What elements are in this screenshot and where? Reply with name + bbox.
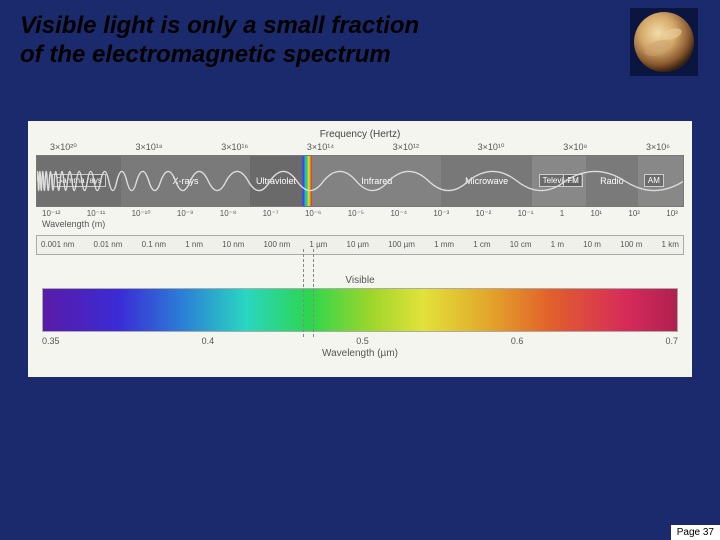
freq-tick: 3×10²⁰ — [50, 142, 77, 153]
wavelength-unit-scale: 0.001 nm 0.01 nm 0.1 nm 1 nm 10 nm 100 n… — [36, 235, 684, 255]
freq-tick: 3×10¹² — [393, 142, 419, 153]
wl-tick: 10⁻¹¹ — [87, 209, 105, 218]
wl-tick: 10⁻⁴ — [390, 209, 407, 218]
wl-tick: 10⁻⁸ — [220, 209, 237, 218]
frequency-axis-label: Frequency (Hertz) — [36, 129, 684, 140]
title-line-2: of the electromagnetic spectrum — [20, 41, 391, 68]
visible-spectrum-bar — [42, 288, 678, 332]
vis-tick: 0.4 — [202, 336, 215, 346]
spectrum-band: Gamma rays X-rays Ultraviolet Infrared M… — [36, 155, 684, 207]
freq-tick: 3×10¹⁰ — [478, 142, 505, 153]
wlu-tick: 10 µm — [347, 240, 369, 249]
wlu-tick: 1 nm — [185, 240, 203, 249]
vis-tick: 0.6 — [511, 336, 524, 346]
vis-tick: 0.7 — [665, 336, 678, 346]
slide-title: Visible light is only a small fraction o… — [20, 12, 520, 70]
wl-tick: 10⁻¹ — [518, 209, 534, 218]
freq-tick: 3×10⁶ — [646, 142, 670, 153]
planet-icon — [630, 8, 698, 76]
wlu-tick: 10 nm — [222, 240, 244, 249]
wlu-tick: 0.001 nm — [41, 240, 74, 249]
page-number: Page 37 — [671, 525, 720, 540]
wl-tick: 10⁻⁶ — [305, 209, 321, 218]
projection-line-right — [313, 249, 314, 337]
visible-label: Visible — [36, 275, 684, 286]
wl-tick: 10⁻¹⁰ — [132, 209, 151, 218]
visible-axis-label: Wavelength (µm) — [36, 348, 684, 359]
wlu-tick: 1 mm — [434, 240, 454, 249]
wl-tick: 10⁻² — [475, 209, 491, 218]
wlu-tick: 10 cm — [510, 240, 532, 249]
em-spectrum-diagram: Frequency (Hertz) 3×10²⁰ 3×10¹⁸ 3×10¹⁶ 3… — [28, 121, 692, 377]
wave-overlay-icon — [37, 156, 683, 206]
vis-tick: 0.35 — [42, 336, 60, 346]
freq-tick: 3×10¹⁸ — [136, 142, 163, 153]
wl-tick: 10¹ — [591, 209, 603, 218]
wlu-tick: 0.1 nm — [142, 240, 166, 249]
wl-tick: 10² — [628, 209, 640, 218]
visible-ticks: 0.35 0.4 0.5 0.6 0.7 — [42, 336, 678, 346]
frequency-ticks: 3×10²⁰ 3×10¹⁸ 3×10¹⁶ 3×10¹⁴ 3×10¹² 3×10¹… — [36, 142, 684, 153]
slide-header: Visible light is only a small fraction o… — [0, 0, 720, 87]
wlu-tick: 100 m — [620, 240, 642, 249]
wlu-tick: 100 nm — [264, 240, 291, 249]
wlu-tick: 100 µm — [388, 240, 415, 249]
freq-tick: 3×10¹⁶ — [221, 142, 248, 153]
wlu-tick: 10 m — [583, 240, 601, 249]
title-line-1: Visible light is only a small fraction — [20, 12, 419, 39]
freq-tick: 3×10⁸ — [563, 142, 587, 153]
vis-tick: 0.5 — [356, 336, 369, 346]
wl-tick: 10⁻¹² — [42, 209, 60, 218]
wl-tick: 10⁻³ — [433, 209, 449, 218]
wavelength-exp-ticks: 10⁻¹² 10⁻¹¹ 10⁻¹⁰ 10⁻⁹ 10⁻⁸ 10⁻⁷ 10⁻⁶ 10… — [36, 209, 684, 218]
wlu-tick: 0.01 nm — [94, 240, 123, 249]
projection-line-left — [303, 249, 304, 337]
wlu-tick: 1 km — [662, 240, 679, 249]
wavelength-m-label: Wavelength (m) — [36, 219, 684, 229]
wlu-tick: 1 cm — [473, 240, 490, 249]
wl-tick: 10⁻⁵ — [348, 209, 364, 218]
wl-tick: 1 — [560, 209, 564, 218]
wl-tick: 10⁻⁹ — [177, 209, 194, 218]
freq-tick: 3×10¹⁴ — [307, 142, 334, 153]
title-underline — [20, 76, 580, 79]
wl-tick: 10⁻⁷ — [263, 209, 279, 218]
wl-tick: 10³ — [666, 209, 678, 218]
wlu-tick: 1 m — [551, 240, 564, 249]
